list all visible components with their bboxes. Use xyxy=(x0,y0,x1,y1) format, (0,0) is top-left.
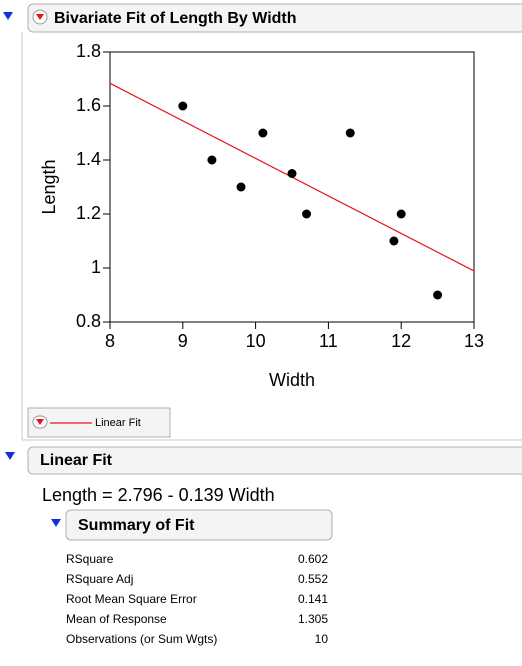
x-tick-label: 12 xyxy=(391,331,411,351)
fit-equation: Length = 2.796 - 0.139 Width xyxy=(42,485,275,505)
stat-label: RSquare Adj xyxy=(66,572,133,586)
x-tick-label: 9 xyxy=(178,331,188,351)
stat-label: Root Mean Square Error xyxy=(66,592,197,606)
stat-value: 10 xyxy=(315,632,329,646)
x-tick-label: 10 xyxy=(246,331,266,351)
point xyxy=(178,101,188,111)
point xyxy=(302,209,312,219)
stat-value: 0.141 xyxy=(298,592,328,606)
y-tick-label: 1.4 xyxy=(76,149,101,169)
report-title: Bivariate Fit of Length By Width xyxy=(54,10,297,27)
x-tick-label: 8 xyxy=(105,331,115,351)
point xyxy=(433,290,443,300)
plot-frame xyxy=(109,51,475,323)
y-tick-label: 0.8 xyxy=(76,311,101,331)
x-tick-label: 11 xyxy=(319,331,338,351)
red-triangle xyxy=(36,14,44,20)
stat-label: Mean of Response xyxy=(66,612,167,626)
x-axis-label: Width xyxy=(269,370,315,390)
y-tick-label: 1.6 xyxy=(76,95,101,115)
y-tick-label: 1.2 xyxy=(76,203,101,223)
section-title: Linear Fit xyxy=(40,452,113,469)
outline-header[interactable] xyxy=(65,509,333,541)
stat-label: RSquare xyxy=(66,552,114,566)
point xyxy=(345,128,355,138)
point xyxy=(258,128,268,138)
point xyxy=(396,209,406,219)
y-tick-label: 1 xyxy=(91,257,101,277)
stat-value: 1.305 xyxy=(298,612,328,626)
point xyxy=(287,169,297,178)
red-triangle xyxy=(36,419,44,425)
x-tick-label: 13 xyxy=(464,331,484,351)
stat-value: 0.552 xyxy=(298,572,328,586)
point xyxy=(389,236,399,246)
outline-header[interactable] xyxy=(27,3,522,33)
stat-value: 0.602 xyxy=(298,552,328,566)
outline-header[interactable] xyxy=(27,446,522,475)
stat-label: Observations (or Sum Wgts) xyxy=(66,632,217,646)
point xyxy=(207,155,217,165)
legend-box xyxy=(27,407,171,438)
section-title: Summary of Fit xyxy=(78,517,195,534)
y-tick-label: 1.8 xyxy=(76,41,101,61)
y-axis-label: Length xyxy=(39,159,59,214)
disclosure-icon[interactable] xyxy=(51,519,61,527)
legend-label: Linear Fit xyxy=(95,417,141,429)
point xyxy=(236,182,246,192)
disclosure-icon[interactable] xyxy=(3,12,13,20)
disclosure-icon[interactable] xyxy=(5,452,15,460)
